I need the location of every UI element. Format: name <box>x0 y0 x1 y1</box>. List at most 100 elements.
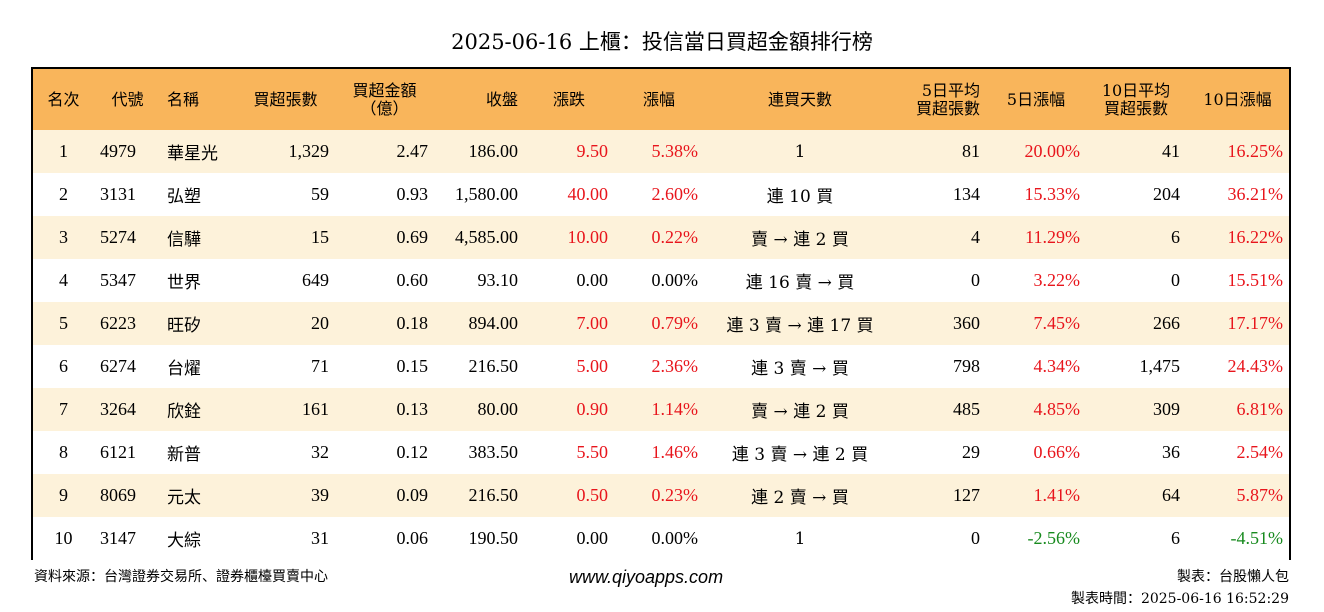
cell-change-pct: 5.38% <box>651 141 699 161</box>
cell-close: 1,580.00 <box>455 184 518 204</box>
cell-avg5: 798 <box>953 356 980 376</box>
table-row: 9 8069 元太 39 0.09 216.50 0.50 0.23% 連 2 賣 → 買 127… <box>33 474 1289 517</box>
table-row: 8 6121 新普 32 0.12 383.50 5.50 1.46% 連 3 賣 → 連 2 … <box>33 431 1289 474</box>
cell-avg10: 41 <box>1162 141 1180 161</box>
header-buy-amount-line1: 買超金額 <box>352 80 417 100</box>
cell-buy-lots: 1,329 <box>288 141 330 161</box>
cell-streak: 連 10 買 <box>766 187 834 207</box>
header-avg5: 5日平均 買超張數 <box>896 69 986 130</box>
cell-change: 0.50 <box>576 485 609 505</box>
cell-code: 8069 <box>100 485 136 505</box>
cell-avg10: 1,475 <box>1139 356 1181 376</box>
table-row: 2 3131 弘塑 59 0.93 1,580.00 40.00 2.60% 連 10 買 134… <box>33 173 1289 216</box>
table-row: 3 5274 信驊 15 0.69 4,585.00 10.00 0.22% 賣 → 連 2 買… <box>33 216 1289 259</box>
page-title: 2025-06-16 上櫃：投信當日買超金額排行榜 <box>451 30 873 54</box>
cell-change: 5.50 <box>576 442 609 462</box>
cell-buy-lots: 31 <box>311 528 329 548</box>
cell-close: 186.00 <box>468 141 519 161</box>
cell-name: 元太 <box>167 488 201 508</box>
header-rank: 名次 <box>47 89 80 109</box>
cell-pct10: 16.25% <box>1227 141 1284 161</box>
cell-rank: 7 <box>59 399 68 419</box>
cell-pct10: 15.51% <box>1227 270 1284 290</box>
cell-buy-amount: 0.93 <box>396 184 429 204</box>
cell-avg10: 204 <box>1153 184 1180 204</box>
cell-rank: 4 <box>59 270 68 290</box>
cell-code: 5274 <box>100 227 136 247</box>
cell-close: 80.00 <box>477 399 519 419</box>
cell-buy-lots: 71 <box>311 356 329 376</box>
cell-change-pct: 2.36% <box>651 356 699 376</box>
header-avg5-line2: 買超張數 <box>915 98 980 118</box>
cell-streak: 連 16 賣 → 買 <box>745 273 855 293</box>
table-row: 10 3147 大綜 31 0.06 190.50 0.00 0.00% 1 0 -2.56% 6 -4… <box>33 517 1289 560</box>
cell-name: 世界 <box>167 273 201 293</box>
made-time: 製表時間：2025-06-16 16:52:29 <box>1070 591 1289 607</box>
cell-pct5: 3.22% <box>1033 270 1081 290</box>
cell-buy-lots: 32 <box>311 442 329 462</box>
cell-close: 216.50 <box>468 356 519 376</box>
cell-avg10: 6 <box>1171 227 1180 247</box>
cell-buy-lots: 20 <box>311 313 329 333</box>
cell-rank: 10 <box>54 528 73 548</box>
header-name: 名稱 <box>167 89 200 109</box>
cell-change: 0.00 <box>576 270 609 290</box>
cell-close: 383.50 <box>468 442 519 462</box>
cell-avg5: 0 <box>971 528 980 548</box>
cell-avg5: 485 <box>953 399 980 419</box>
cell-change-pct: 1.14% <box>651 399 699 419</box>
cell-buy-lots: 649 <box>302 270 329 290</box>
cell-change: 5.00 <box>576 356 609 376</box>
cell-streak: 連 2 賣 → 買 <box>751 488 849 508</box>
website-link[interactable]: www.qiyoapps.com <box>569 567 724 587</box>
cell-pct5: 15.33% <box>1024 184 1081 204</box>
cell-pct10: 6.81% <box>1236 399 1284 419</box>
cell-buy-lots: 39 <box>311 485 329 505</box>
cell-avg5: 127 <box>953 485 980 505</box>
cell-buy-amount: 0.18 <box>396 313 429 333</box>
footer-meta: 製表：台股懶人包 製表時間：2025-06-16 16:52:29 <box>1071 566 1289 610</box>
cell-name: 台燿 <box>167 359 201 379</box>
cell-buy-amount: 0.60 <box>396 270 429 290</box>
cell-buy-amount: 0.09 <box>396 485 429 505</box>
cell-buy-amount: 0.13 <box>396 399 429 419</box>
cell-pct10: -4.51% <box>1230 528 1284 548</box>
table-body: 1 4979 華星光 1,329 2.47 186.00 9.50 5.38% 1 81 20.00… <box>33 130 1289 560</box>
cell-code: 6223 <box>100 313 136 333</box>
cell-buy-amount: 0.06 <box>396 528 429 548</box>
cell-change: 0.00 <box>576 528 609 548</box>
cell-change-pct: 2.60% <box>651 184 699 204</box>
cell-change: 40.00 <box>567 184 609 204</box>
cell-avg5: 29 <box>962 442 980 462</box>
header-pct5: 5日漲幅 <box>1006 89 1066 109</box>
cell-pct5: -2.56% <box>1027 528 1081 548</box>
header-avg10: 10日平均 買超張數 <box>1086 69 1186 130</box>
cell-avg10: 6 <box>1171 528 1180 548</box>
cell-pct5: 11.29% <box>1025 227 1080 247</box>
cell-pct10: 2.54% <box>1236 442 1284 462</box>
cell-name: 欣銓 <box>167 402 201 422</box>
cell-code: 3147 <box>100 528 136 548</box>
header-buy-lots: 買超張數 <box>253 89 318 109</box>
cell-pct10: 36.21% <box>1227 184 1284 204</box>
cell-pct10: 17.17% <box>1227 313 1284 333</box>
cell-name: 信驊 <box>167 230 201 250</box>
cell-pct5: 20.00% <box>1024 141 1081 161</box>
cell-change-pct: 0.00% <box>651 528 699 548</box>
header-buy-amount: 買超金額 （億） <box>335 69 434 130</box>
header-close: 收盤 <box>485 89 518 109</box>
cell-code: 4979 <box>100 141 136 161</box>
cell-pct5: 4.34% <box>1033 356 1081 376</box>
data-source: 資料來源：台灣證券交易所、證券櫃檯買賣中心 <box>34 569 328 585</box>
cell-code: 5347 <box>100 270 136 290</box>
cell-avg5: 81 <box>962 141 980 161</box>
cell-name: 大綜 <box>167 531 201 551</box>
cell-avg10: 0 <box>1171 270 1180 290</box>
cell-buy-lots: 15 <box>311 227 329 247</box>
cell-rank: 2 <box>59 184 68 204</box>
cell-buy-lots: 59 <box>311 184 329 204</box>
cell-close: 216.50 <box>468 485 519 505</box>
ranking-table-container: 名次 代號 名稱 買超張數 買超金額 （億） 收盤 漲跌 漲幅 連買天數 5日平… <box>31 67 1291 560</box>
cell-change: 0.90 <box>576 399 609 419</box>
header-code: 代號 <box>111 89 144 109</box>
